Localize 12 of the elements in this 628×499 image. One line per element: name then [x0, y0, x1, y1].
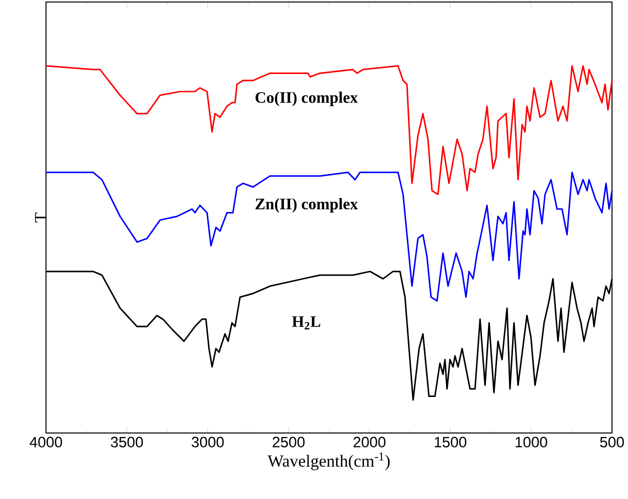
x-tick-label: 3000: [192, 436, 224, 448]
x-tick-label: 3500: [110, 436, 143, 448]
text: H$_{2}$L: [292, 316, 320, 330]
x-tick-label: 2000: [354, 436, 386, 448]
x-tick-label: 1000: [516, 436, 548, 448]
x-axis-title: Wavelgenth(cm$^{-1}$): [268, 452, 390, 470]
series-label: Co(II) complex: [256, 92, 358, 106]
x-tick-label: 500: [600, 436, 624, 448]
x-tick-label: 2500: [272, 436, 305, 448]
series-label: Zn(II) complex: [256, 198, 358, 213]
x-tick-label: 1500: [434, 436, 466, 448]
x-tick-label: 4000: [30, 436, 62, 448]
